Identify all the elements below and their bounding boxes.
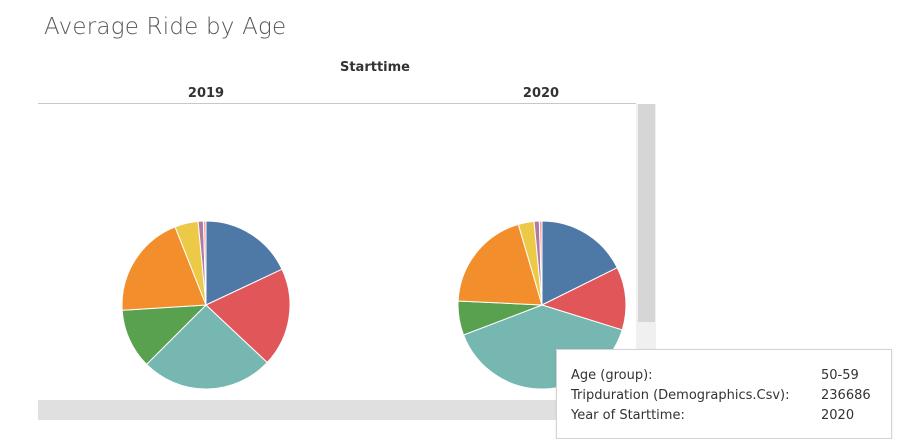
- pie-slice-2020-0[interactable]: [541, 220, 618, 306]
- pie-slice-2019-1[interactable]: [205, 268, 291, 364]
- header-divider: [38, 103, 636, 104]
- column-header-2019[interactable]: 2019: [187, 86, 225, 101]
- pie-2020[interactable]: [457, 220, 627, 390]
- pie-2019[interactable]: [121, 220, 291, 390]
- pie-slice-2019-0[interactable]: [205, 220, 283, 306]
- column-field-label: Starttime: [339, 60, 410, 75]
- pie-slice-2020-1[interactable]: [540, 267, 627, 331]
- chart-title: Average Ride by Age: [44, 14, 287, 40]
- pie-slice-2019-2[interactable]: [145, 304, 268, 390]
- tooltip: Age (group): 50-59 Tripduration (Demogra…: [556, 349, 892, 439]
- tooltip-value: 2020: [821, 408, 855, 423]
- horizontal-scrollbar[interactable]: [38, 400, 636, 420]
- tooltip-label: Year of Starttime:: [571, 408, 685, 423]
- tooltip-value: 50-59: [821, 368, 859, 383]
- pie-slice-2019-4[interactable]: [121, 226, 207, 311]
- pie-slice-2020-4[interactable]: [457, 223, 543, 306]
- vertical-scrollbar[interactable]: [636, 104, 656, 400]
- tooltip-row-age: Age (group): 50-59: [571, 368, 881, 386]
- tooltip-label: Age (group):: [571, 368, 653, 383]
- tooltip-row-year: Year of Starttime: 2020: [571, 408, 881, 426]
- tooltip-row-tripduration: Tripduration (Demographics.Csv): 236686: [571, 388, 881, 406]
- pie-slice-2019-7[interactable]: [202, 220, 207, 306]
- vertical-scrollbar-thumb[interactable]: [638, 104, 655, 322]
- tooltip-value: 236686: [821, 388, 871, 403]
- column-header-2020[interactable]: 2020: [522, 86, 560, 101]
- pie-slice-2020-7[interactable]: [538, 220, 543, 306]
- tooltip-label: Tripduration (Demographics.Csv):: [571, 388, 790, 403]
